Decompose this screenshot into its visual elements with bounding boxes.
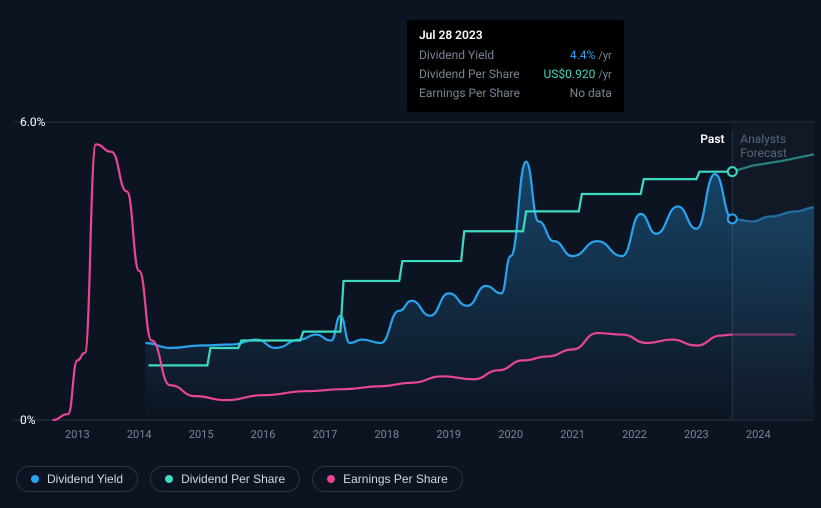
tooltip-row: Dividend Yield 4.4%/yr	[419, 46, 612, 65]
legend: Dividend Yield Dividend Per Share Earnin…	[16, 466, 463, 492]
tooltip-value: US$0.920/yr	[544, 65, 612, 84]
y-axis-label: 6.0%	[20, 115, 45, 129]
legend-dot	[165, 475, 173, 483]
tooltip-value: No data	[570, 84, 612, 103]
tooltip-value: 4.4%/yr	[570, 46, 612, 65]
x-axis-label: 2021	[560, 428, 585, 441]
x-axis-label: 2017	[313, 428, 338, 441]
x-axis-label: 2022	[622, 428, 647, 441]
legend-label: Earnings Per Share	[343, 472, 448, 486]
legend-dividend-per-share[interactable]: Dividend Per Share	[150, 466, 300, 492]
x-axis-label: 2015	[189, 428, 214, 441]
tooltip-label: Dividend Per Share	[419, 65, 520, 84]
tooltip-date: Jul 28 2023	[419, 28, 612, 42]
legend-label: Dividend Per Share	[181, 472, 285, 486]
chart-tooltip: Jul 28 2023 Dividend Yield 4.4%/yr Divid…	[407, 20, 624, 112]
forecast-label: Analysts Forecast	[740, 132, 821, 160]
x-axis-label: 2019	[436, 428, 461, 441]
tooltip-label: Earnings Per Share	[419, 84, 520, 103]
tooltip-label: Dividend Yield	[419, 46, 494, 65]
legend-dividend-yield[interactable]: Dividend Yield	[16, 466, 138, 492]
legend-label: Dividend Yield	[47, 472, 123, 486]
past-label: Past	[700, 132, 724, 146]
x-axis-label: 2024	[746, 428, 771, 441]
legend-dot	[31, 475, 39, 483]
legend-earnings-per-share[interactable]: Earnings Per Share	[312, 466, 463, 492]
y-axis-label: 0%	[20, 413, 36, 427]
x-axis-label: 2013	[65, 428, 90, 441]
x-axis-label: 2016	[251, 428, 276, 441]
x-axis-label: 2020	[498, 428, 523, 441]
tooltip-row: Dividend Per Share US$0.920/yr	[419, 65, 612, 84]
x-axis-label: 2023	[684, 428, 709, 441]
legend-dot	[327, 475, 335, 483]
x-axis-label: 2018	[374, 428, 399, 441]
x-axis-label: 2014	[127, 428, 152, 441]
tooltip-row: Earnings Per Share No data	[419, 84, 612, 103]
